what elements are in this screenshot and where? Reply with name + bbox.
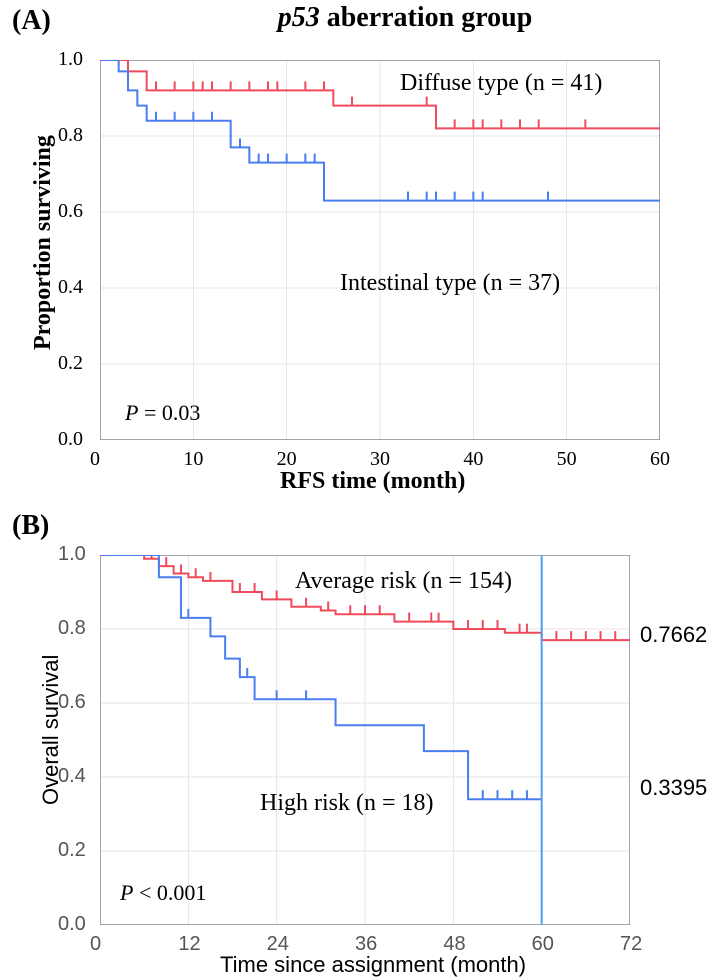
xtick: 24 bbox=[267, 933, 289, 956]
xtick: 30 bbox=[370, 448, 390, 471]
title-italic: p53 bbox=[278, 2, 320, 33]
ytick: 1.0 bbox=[58, 48, 83, 71]
xtick: 40 bbox=[463, 448, 483, 471]
ytick: 0.6 bbox=[58, 200, 83, 223]
ytick: 0.2 bbox=[58, 352, 83, 375]
title-plain: aberration group bbox=[320, 2, 533, 33]
panel-a-intestinal-label: Intestinal type (n = 37) bbox=[340, 270, 560, 297]
p-a-text: = 0.03 bbox=[138, 400, 200, 425]
figure-root: (A) p53 aberration group Proportion surv… bbox=[0, 0, 709, 980]
panel-a-label: (A) bbox=[12, 5, 51, 37]
xtick: 10 bbox=[183, 448, 203, 471]
panel-b-high-endpoint: 0.3395 bbox=[640, 775, 707, 801]
xtick: 0 bbox=[90, 448, 100, 471]
panel-a-pvalue: P = 0.03 bbox=[125, 400, 200, 426]
ytick: 1.0 bbox=[58, 543, 86, 566]
panel-a-xlabel: RFS time (month) bbox=[280, 468, 465, 495]
panel-a-diffuse-label: Diffuse type (n = 41) bbox=[400, 70, 602, 97]
xtick: 48 bbox=[443, 933, 465, 956]
xtick: 20 bbox=[277, 448, 297, 471]
ytick: 0.8 bbox=[58, 124, 83, 147]
panel-a-title: p53 aberration group bbox=[215, 2, 595, 34]
ytick: 0.6 bbox=[58, 691, 86, 714]
panel-b-pvalue: P < 0.001 bbox=[120, 880, 206, 906]
xtick: 72 bbox=[620, 933, 642, 956]
ytick: 0.2 bbox=[58, 839, 86, 862]
panel-b-avg-endpoint: 0.7662 bbox=[640, 622, 707, 648]
panel-b-label: (B) bbox=[12, 510, 49, 542]
panel-a-chart bbox=[100, 60, 660, 440]
xtick: 50 bbox=[557, 448, 577, 471]
panel-b-avg-label: Average risk (n = 154) bbox=[295, 568, 512, 595]
ytick: 0.0 bbox=[58, 428, 83, 451]
ytick: 0.4 bbox=[58, 276, 83, 299]
xtick: 60 bbox=[650, 448, 670, 471]
xtick: 60 bbox=[532, 933, 554, 956]
xtick: 12 bbox=[178, 933, 200, 956]
p-b-text: < 0.001 bbox=[133, 880, 206, 905]
panel-b-high-label: High risk (n = 18) bbox=[260, 790, 434, 817]
panel-a-ylabel: Proportion surviving bbox=[30, 135, 57, 350]
ytick: 0.4 bbox=[58, 765, 86, 788]
xtick: 36 bbox=[355, 933, 377, 956]
panel-b-chart bbox=[100, 555, 630, 925]
ytick: 0.0 bbox=[58, 913, 86, 936]
ytick: 0.8 bbox=[58, 617, 86, 640]
xtick: 0 bbox=[90, 933, 101, 956]
